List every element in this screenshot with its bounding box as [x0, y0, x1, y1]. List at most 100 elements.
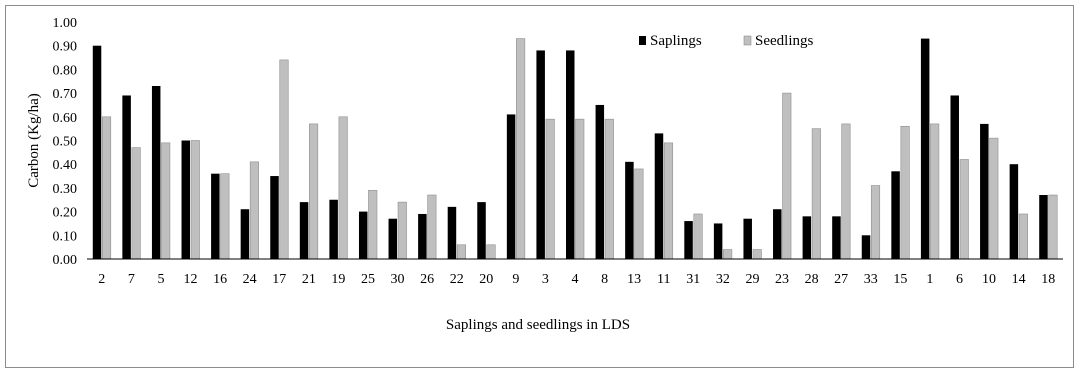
seedlings-bar-11 — [663, 142, 674, 260]
x-tick-label: 7 — [128, 272, 135, 287]
x-tick-label: 11 — [657, 272, 670, 287]
bars — [92, 38, 1058, 260]
seedlings-bar-1 — [930, 123, 940, 260]
saplings-bar-16 — [211, 173, 220, 259]
saplings-bar-3 — [536, 50, 545, 259]
saplings-bar-11 — [654, 133, 664, 259]
saplings-bar-8 — [595, 104, 605, 259]
seedlings-bar-8 — [604, 118, 614, 260]
seedlings-bar-30 — [397, 201, 407, 260]
x-tick-label: 20 — [479, 272, 493, 287]
saplings-bar-32 — [713, 223, 723, 259]
seedlings-bar-9 — [516, 38, 526, 260]
y-tick-label: 0.30 — [53, 182, 78, 197]
x-tick-label: 29 — [745, 272, 759, 287]
saplings-bar-30 — [388, 218, 398, 259]
seedlings-bar-27 — [841, 123, 851, 260]
saplings-bar-19 — [329, 199, 338, 259]
x-tick-label: 18 — [1041, 272, 1055, 287]
seedlings-bar-17 — [279, 59, 289, 260]
y-tick-label: 0.50 — [53, 135, 78, 150]
y-tick-label: 0.90 — [53, 40, 78, 55]
x-tick-label: 22 — [450, 272, 464, 287]
saplings-bar-18 — [1039, 195, 1048, 259]
x-tick-label: 4 — [572, 272, 579, 287]
x-tick-label: 23 — [775, 272, 789, 287]
saplings-bar-26 — [418, 213, 427, 259]
saplings-bar-5 — [151, 85, 161, 260]
saplings-bar-33 — [861, 235, 871, 259]
x-tick-label: 8 — [601, 272, 608, 287]
y-tick-label: 0.20 — [53, 206, 78, 221]
seedlings-bar-22 — [456, 244, 466, 260]
y-tick-label: 0.40 — [53, 158, 78, 173]
seedlings-bar-6 — [959, 159, 969, 260]
saplings-bar-12 — [181, 140, 191, 259]
x-tick-label: 21 — [302, 272, 316, 287]
seedlings-bar-29 — [752, 249, 762, 260]
y-tick-label: 1.00 — [53, 16, 78, 31]
saplings-bar-13 — [625, 161, 634, 259]
saplings-bar-28 — [802, 216, 812, 259]
x-tick-label: 9 — [512, 272, 519, 287]
x-tick-label: 31 — [686, 272, 700, 287]
x-tick-label: 17 — [272, 272, 286, 287]
saplings-bar-23 — [773, 209, 782, 259]
y-axis-title: Carbon (Kg/ha) — [26, 93, 42, 188]
seedlings-bar-24 — [249, 161, 259, 260]
x-tick-label: 26 — [420, 272, 434, 287]
legend-swatch-seedlings — [743, 35, 752, 46]
x-tick-label: 10 — [982, 272, 996, 287]
seedlings-bar-33 — [870, 185, 881, 260]
seedlings-bar-32 — [723, 249, 733, 260]
seedlings-bar-13 — [634, 168, 644, 260]
saplings-bar-6 — [950, 95, 959, 259]
x-tick-label: 30 — [391, 272, 405, 287]
saplings-bar-14 — [1009, 164, 1019, 259]
seedlings-bar-20 — [486, 244, 496, 260]
seedlings-bar-26 — [427, 194, 437, 260]
saplings-bar-29 — [743, 218, 752, 259]
y-tick-label: 0.60 — [53, 111, 78, 126]
x-tick-label: 33 — [864, 272, 878, 287]
y-axis-ticks: 0.00 0.10 0.20 0.30 0.40 0.50 0.60 0.70 0.80 0.90… — [53, 16, 78, 268]
x-tick-label: 25 — [361, 272, 375, 287]
seedlings-bar-12 — [190, 140, 200, 260]
legend: Saplings Seedlings — [639, 33, 813, 49]
x-tick-label: 15 — [893, 272, 907, 287]
seedlings-bar-4 — [575, 118, 585, 260]
seedlings-bar-23 — [782, 92, 792, 260]
x-tick-label: 27 — [834, 272, 848, 287]
y-tick-label: 0.00 — [53, 253, 78, 268]
saplings-bar-4 — [566, 50, 575, 259]
legend-swatch-saplings — [639, 36, 646, 45]
x-tick-label: 2 — [98, 272, 105, 287]
saplings-bar-17 — [270, 176, 279, 259]
y-tick-label: 0.80 — [53, 63, 78, 78]
y-tick-label: 0.70 — [53, 87, 78, 102]
saplings-bar-1 — [920, 38, 930, 260]
seedlings-bar-10 — [989, 137, 999, 260]
saplings-bar-7 — [122, 95, 131, 259]
saplings-bar-21 — [299, 202, 309, 259]
x-tick-label: 14 — [1012, 272, 1026, 287]
saplings-bar-27 — [832, 216, 841, 259]
seedlings-bar-14 — [1018, 213, 1028, 260]
x-tick-label: 12 — [184, 272, 198, 287]
y-tick-label: 0.10 — [53, 229, 78, 244]
seedlings-bar-15 — [900, 125, 910, 260]
legend-label-saplings: Saplings — [650, 33, 702, 49]
saplings-bar-2 — [92, 45, 102, 260]
legend-label-seedlings: Seedlings — [755, 33, 813, 49]
seedlings-bar-25 — [368, 189, 378, 260]
x-tick-label: 19 — [331, 272, 345, 287]
saplings-bar-22 — [447, 206, 457, 259]
saplings-bar-24 — [240, 209, 250, 259]
saplings-bar-9 — [506, 114, 516, 260]
seedlings-bar-19 — [338, 116, 348, 260]
seedlings-bar-16 — [220, 173, 230, 260]
saplings-bar-10 — [980, 123, 989, 259]
seedlings-bar-5 — [161, 142, 171, 260]
x-axis-title: Saplings and seedlings in LDS — [446, 317, 630, 333]
x-tick-label: 32 — [716, 272, 730, 287]
